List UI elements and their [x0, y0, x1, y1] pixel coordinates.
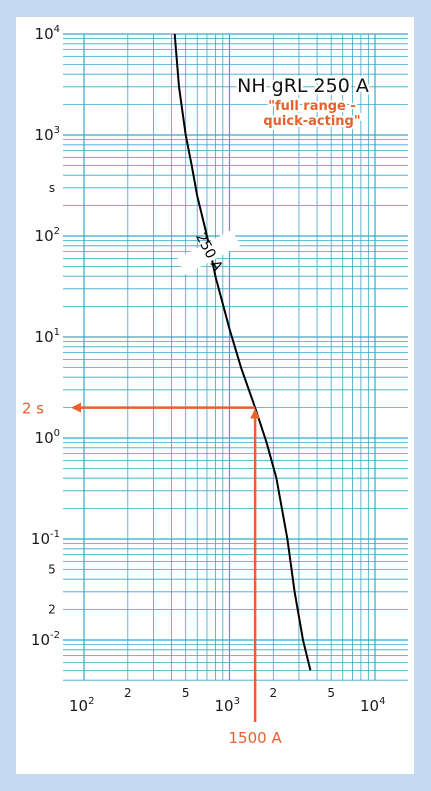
grid-lines [63, 33, 408, 681]
x-tick-label: 2 [269, 686, 277, 700]
chart-subtitle-line: quick-acting" [263, 114, 360, 129]
chart-title: NH gRL 250 A [237, 75, 369, 97]
series-label-background [177, 229, 241, 275]
y-tick-label: 10-2 [31, 630, 60, 649]
y-tick-label: 2 [48, 603, 56, 617]
y-tick-exponent: 3 [54, 125, 60, 136]
y-tick-exponent: 0 [54, 428, 60, 439]
annotations-layer: 2 s 1500 A [22, 400, 283, 747]
time-annotation-label: 2 s [22, 400, 44, 418]
y-tick-label: s [49, 181, 55, 195]
chart-subtitle: "full range -quick-acting" [263, 99, 360, 129]
chart-titles: NH gRL 250 A "full range -quick-acting" [235, 73, 372, 132]
y-tick-label: 103 [35, 125, 60, 144]
y-tick-label: 104 [35, 24, 60, 43]
series-line [173, 33, 312, 671]
x-tick-exponent: 3 [234, 696, 240, 707]
y-tick-exponent: 1 [54, 327, 60, 338]
x-tick-label: 2 [124, 686, 132, 700]
y-tick-label: 102 [35, 226, 60, 245]
x-tick-exponent: 4 [379, 696, 385, 707]
x-tick-exponent: 2 [88, 696, 94, 707]
y-tick-label: 10-1 [31, 529, 60, 548]
x-tick-label: 5 [182, 686, 190, 700]
x-tick-label: 103 [215, 696, 240, 715]
x-tick-label: 104 [360, 696, 385, 715]
y-tick-exponent: 4 [54, 24, 60, 35]
y-tick-label: 5 [48, 562, 56, 576]
y-tick-label: 101 [35, 327, 60, 346]
y-tick-exponent: -1 [50, 529, 60, 540]
current-annotation-label: 1500 A [229, 729, 283, 747]
x-tick-label: 102 [69, 696, 94, 715]
x-tick-label: 5 [327, 686, 335, 700]
y-tick-label: 100 [35, 428, 60, 447]
series-layer: 250 A [173, 33, 312, 671]
y-tick-exponent: 2 [54, 226, 60, 237]
y-tick-exponent: -2 [50, 630, 60, 641]
chart-subtitle-line: "full range - [268, 99, 356, 114]
